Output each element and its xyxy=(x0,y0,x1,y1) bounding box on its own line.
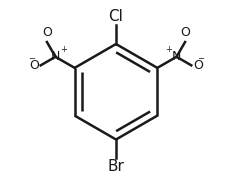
Text: Br: Br xyxy=(107,159,124,174)
Text: +: + xyxy=(165,45,172,54)
Text: N: N xyxy=(171,50,180,63)
Text: −: − xyxy=(28,54,35,63)
Text: N: N xyxy=(51,50,60,63)
Text: O: O xyxy=(29,59,39,72)
Text: Cl: Cl xyxy=(108,9,123,24)
Text: O: O xyxy=(192,59,202,72)
Text: −: − xyxy=(196,54,203,63)
Text: O: O xyxy=(179,26,189,39)
Text: +: + xyxy=(59,45,66,54)
Text: O: O xyxy=(42,26,52,39)
